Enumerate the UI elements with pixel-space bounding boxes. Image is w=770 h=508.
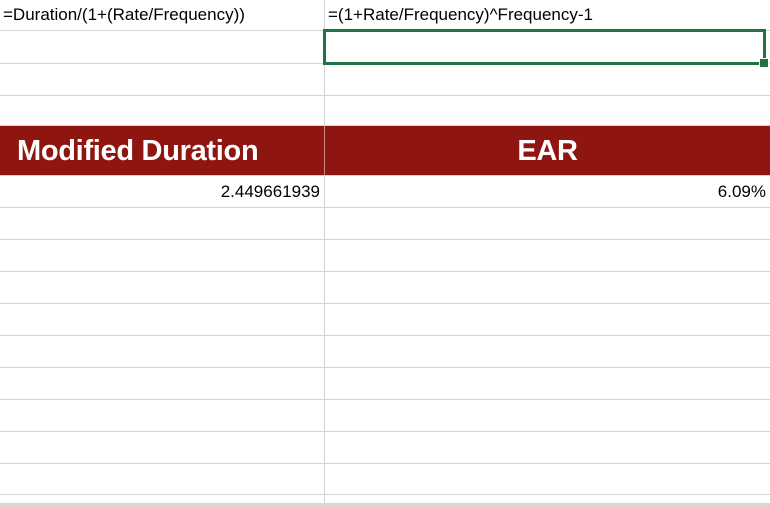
header-label-ear: EAR [517, 135, 578, 167]
cell-empty[interactable] [325, 208, 770, 239]
header-cell-modified-duration[interactable]: Modified Duration [0, 126, 325, 175]
cell-formula-ear[interactable]: =(1+Rate/Frequency)^Frequency-1 [325, 0, 770, 30]
row-values: 2.449661939 6.09% [0, 176, 770, 208]
cell-empty[interactable] [325, 464, 770, 494]
cell-empty[interactable] [0, 272, 325, 303]
cell-empty[interactable] [325, 272, 770, 303]
cell-empty[interactable] [0, 208, 325, 239]
cell-empty[interactable] [325, 240, 770, 271]
cell-value-modified-duration[interactable]: 2.449661939 [0, 176, 325, 207]
cell-empty[interactable] [325, 96, 770, 125]
row-empty [0, 464, 770, 495]
row-empty [0, 336, 770, 368]
cell-empty[interactable] [325, 336, 770, 367]
row-empty [0, 400, 770, 432]
row-header: Modified Duration EAR [0, 126, 770, 176]
row-formulas: =Duration/(1+(Rate/Frequency)) =(1+Rate/… [0, 0, 770, 31]
cell-empty[interactable] [0, 64, 325, 95]
cell-formula-modified-duration[interactable]: =Duration/(1+(Rate/Frequency)) [0, 0, 325, 30]
cell-empty[interactable] [0, 96, 325, 125]
row-empty [0, 432, 770, 464]
cell-empty[interactable] [325, 432, 770, 463]
cell-empty[interactable] [325, 304, 770, 335]
header-cell-ear[interactable]: EAR [325, 126, 770, 175]
cell-empty[interactable] [325, 495, 770, 503]
active-cell-selection[interactable] [323, 29, 769, 68]
cell-empty[interactable] [0, 240, 325, 271]
row-empty [0, 368, 770, 400]
row-empty-3 [0, 64, 770, 96]
cell-empty[interactable] [0, 495, 325, 503]
row-empty [0, 240, 770, 272]
cell-empty[interactable] [0, 31, 325, 63]
cell-empty[interactable] [0, 368, 325, 399]
cell-empty[interactable] [0, 400, 325, 431]
row-empty [0, 304, 770, 336]
cell-empty[interactable] [0, 304, 325, 335]
cell-empty[interactable] [0, 464, 325, 494]
cell-value-ear[interactable]: 6.09% [325, 176, 770, 207]
cell-empty[interactable] [0, 336, 325, 367]
sheet-bottom-edge [0, 503, 770, 508]
header-label-modified-duration: Modified Duration [17, 135, 259, 167]
formula-text-modified-duration: =Duration/(1+(Rate/Frequency)) [3, 5, 245, 24]
row-empty-4 [0, 96, 770, 126]
value-ear: 6.09% [717, 182, 766, 201]
row-empty [0, 495, 770, 503]
formula-text-ear: =(1+Rate/Frequency)^Frequency-1 [328, 5, 593, 24]
cell-empty[interactable] [325, 368, 770, 399]
cell-empty[interactable] [0, 432, 325, 463]
row-empty [0, 272, 770, 304]
row-empty [0, 208, 770, 240]
fill-handle[interactable] [759, 58, 769, 68]
cell-empty[interactable] [325, 400, 770, 431]
cell-empty[interactable] [325, 64, 770, 95]
value-modified-duration: 2.449661939 [220, 182, 320, 201]
